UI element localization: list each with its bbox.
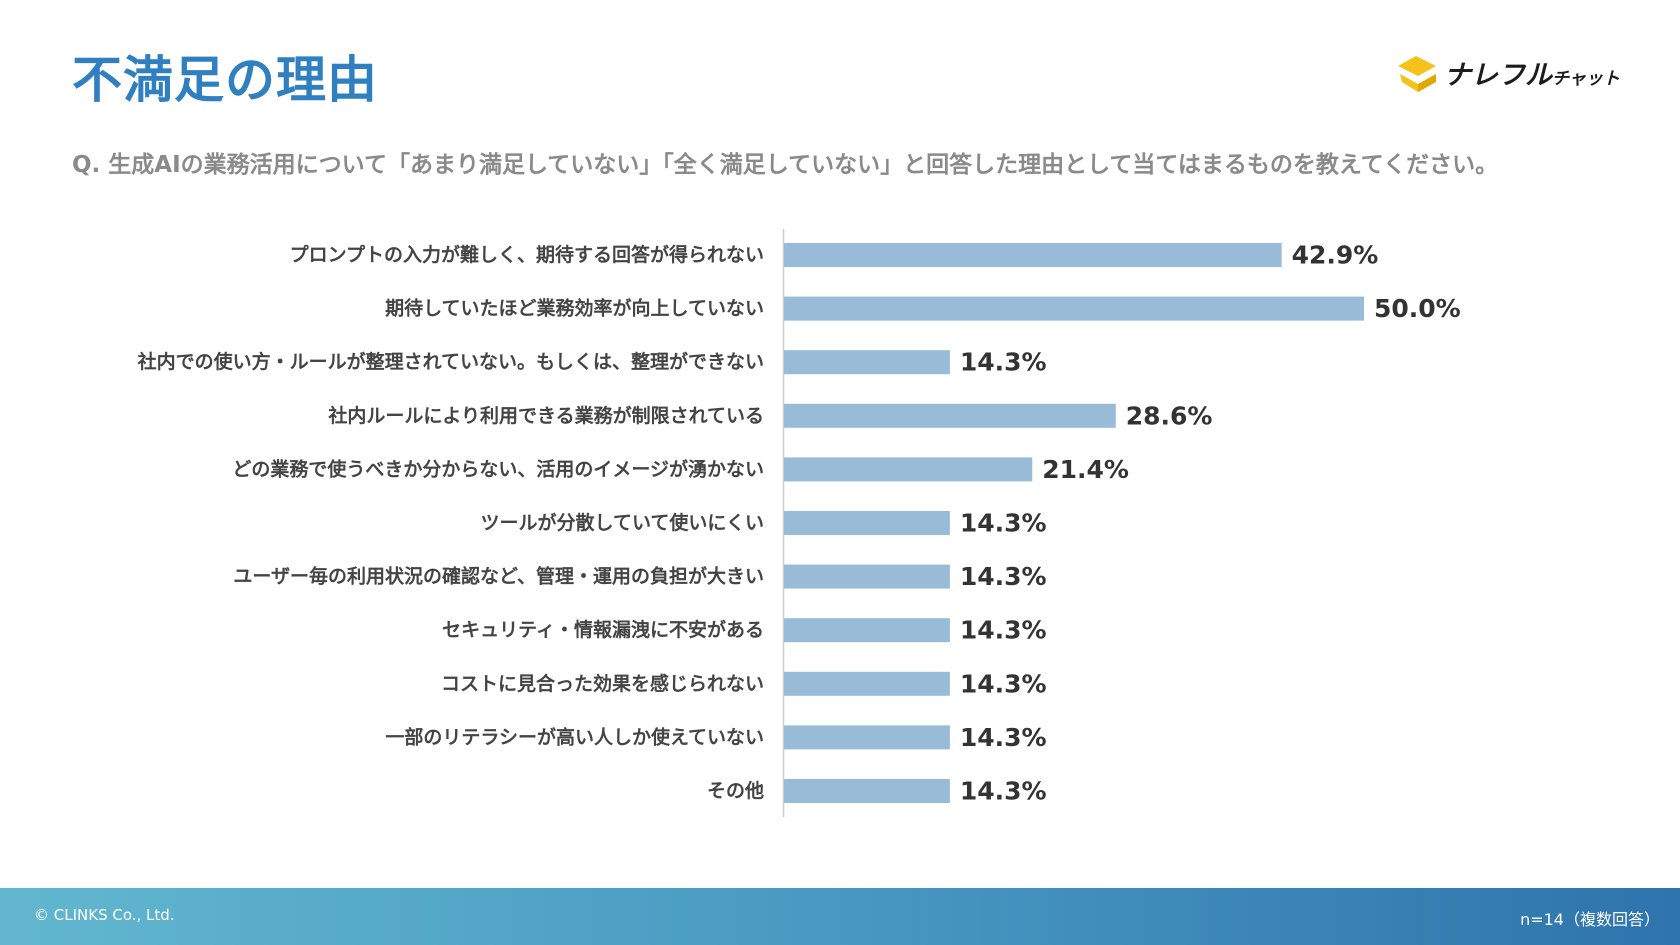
copyright-text: © CLINKS Co., Ltd. (34, 906, 175, 924)
bar (784, 564, 950, 589)
category-label: どの業務で使うべきか分からない、活用のイメージが湧かない (232, 457, 764, 480)
footer-bar: © CLINKS Co., Ltd. n=14（複数回答） (0, 888, 1680, 945)
brand-name: ナレフル (1444, 59, 1552, 91)
bar (784, 671, 950, 696)
brand-logo: ナレフルチャット (1396, 50, 1620, 94)
value-label: 14.3% (960, 616, 1047, 645)
bar (784, 296, 1364, 321)
category-label: コストに見合った効果を感じられない (441, 672, 764, 695)
category-label: 社内ルールにより利用できる業務が制限されている (327, 404, 764, 427)
bar-chart: プロンプトの入力が難しく、期待する回答が得られない 42.9% 期待していたほど業務… (137, 229, 1461, 817)
value-label: 14.3% (960, 509, 1047, 538)
page-title: 不満足の理由 (72, 51, 378, 109)
value-label: 50.0% (1374, 294, 1461, 323)
value-label: 14.3% (960, 562, 1047, 591)
category-label: 一部のリテラシーが高い人しか使えていない (385, 725, 764, 748)
bar (784, 350, 950, 375)
yellow-chevron-logo-icon (1398, 56, 1436, 92)
bar (784, 457, 1033, 482)
category-label: その他 (707, 779, 764, 802)
value-label: 14.3% (960, 348, 1047, 377)
sample-size-note: n=14（複数回答） (1520, 910, 1660, 929)
bar (784, 779, 950, 803)
bar (784, 243, 1282, 267)
category-label: 期待していたほど業務効率が向上していない (385, 297, 764, 320)
bar (784, 618, 950, 643)
category-label: セキュリティ・情報漏洩に不安がある (442, 618, 764, 641)
value-label: 14.3% (960, 723, 1047, 752)
survey-question: Q. 生成AIの業務活用について「あまり満足していない」「全く満足していない」と… (72, 152, 1499, 178)
bar (784, 403, 1116, 428)
category-label: 社内での使い方・ルールが整理されていない。もしくは、整理ができない (137, 350, 764, 373)
bar (784, 511, 950, 535)
value-label: 28.6% (1126, 401, 1213, 430)
value-label: 21.4% (1042, 455, 1129, 484)
brand-name-suffix: チャット (1552, 68, 1620, 89)
bar (784, 725, 950, 750)
category-label: ツールが分散していて使いにくい (481, 511, 764, 534)
category-label: ユーザー毎の利用状況の確認など、管理・運用の負担が大きい (233, 565, 764, 588)
value-label: 14.3% (960, 669, 1047, 698)
value-label: 14.3% (960, 777, 1047, 806)
category-label: プロンプトの入力が難しく、期待する回答が得られない (290, 243, 764, 266)
value-label: 42.9% (1292, 241, 1379, 270)
